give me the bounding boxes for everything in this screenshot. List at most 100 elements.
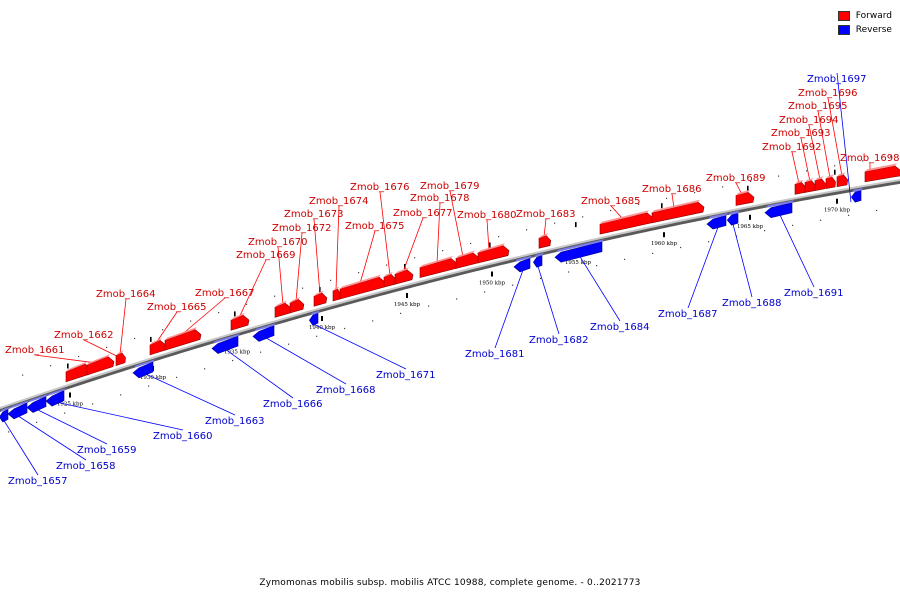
gene-label[interactable]: Zmob_1666 — [263, 399, 323, 410]
gene-arrow[interactable] — [149, 337, 167, 356]
gene-body — [230, 314, 250, 331]
gene-arrow[interactable] — [538, 233, 552, 249]
gene-body — [419, 258, 458, 278]
gene-label[interactable]: Zmob_1689 — [706, 173, 766, 184]
gene-arrow[interactable] — [764, 200, 794, 219]
gene-label[interactable]: Zmob_1671 — [376, 370, 436, 381]
gene-label[interactable]: Zmob_1695 — [788, 101, 848, 112]
gene-arrow[interactable] — [45, 388, 66, 407]
gene-arrow[interactable] — [825, 174, 836, 189]
gene-label[interactable]: Zmob_1659 — [77, 445, 137, 456]
gene-label[interactable]: Zmob_1674 — [309, 196, 369, 207]
gene-arrow[interactable] — [554, 239, 604, 263]
minor-tick — [582, 216, 584, 218]
gene-label[interactable]: Zmob_1673 — [284, 209, 344, 220]
gene-label[interactable]: Zmob_1694 — [779, 115, 839, 126]
gene-label[interactable]: Zmob_1693 — [771, 128, 831, 139]
gene-arrow[interactable] — [313, 290, 328, 307]
gene-arrow[interactable] — [419, 255, 458, 278]
gene-arrow[interactable] — [533, 252, 544, 268]
gene-highlight — [456, 250, 475, 259]
gene-label[interactable]: Zmob_1684 — [590, 322, 650, 333]
gene-arrow[interactable] — [706, 213, 728, 230]
gene-arrow[interactable] — [383, 271, 397, 288]
gene-body — [836, 174, 849, 188]
gene-label[interactable]: Zmob_1676 — [350, 182, 410, 193]
gene-label[interactable]: Zmob_1660 — [153, 431, 213, 442]
gene-label[interactable]: Zmob_1657 — [8, 476, 68, 487]
forward-swatch — [837, 11, 850, 21]
gene-arrow[interactable] — [230, 312, 250, 331]
leader-line — [836, 72, 852, 203]
gene-arrow[interactable] — [513, 255, 532, 273]
major-tick — [67, 363, 69, 369]
gene-label[interactable]: Zmob_1697 — [807, 74, 867, 85]
minor-tick — [316, 335, 318, 337]
gene-arrow[interactable] — [794, 179, 807, 195]
gene-arrow[interactable] — [339, 274, 386, 300]
gene-label[interactable]: Zmob_1670 — [248, 237, 308, 248]
legend-forward: Forward — [837, 9, 892, 23]
gene-arrow[interactable] — [599, 210, 654, 235]
gene-label[interactable]: Zmob_1672 — [272, 223, 332, 234]
gene-arrow[interactable] — [394, 267, 414, 285]
gene-arrow[interactable] — [804, 178, 817, 193]
gene-label[interactable]: Zmob_1677 — [393, 208, 453, 219]
gene-arrow[interactable] — [86, 354, 115, 376]
gene-arrow[interactable] — [211, 333, 240, 354]
gene-label[interactable]: Zmob_1662 — [54, 330, 114, 341]
gene-label[interactable]: Zmob_1669 — [236, 250, 296, 261]
gene-label[interactable]: Zmob_1664 — [96, 289, 156, 300]
gene-arrow[interactable] — [726, 210, 740, 226]
gene-label[interactable]: Zmob_1675 — [345, 221, 405, 232]
gene-label[interactable]: Zmob_1687 — [658, 309, 718, 320]
gene-label[interactable]: Zmob_1682 — [529, 335, 589, 346]
leader-line — [732, 224, 753, 298]
gene-arrow[interactable] — [289, 296, 305, 314]
gene-label[interactable]: Zmob_1688 — [722, 298, 782, 309]
gene-label[interactable]: Zmob_1668 — [316, 385, 376, 396]
minor-tick — [806, 170, 808, 172]
gene-arrow[interactable] — [651, 199, 705, 224]
gene-arrow[interactable] — [115, 350, 126, 367]
gene-arrow[interactable] — [455, 250, 480, 269]
gene-arrow[interactable] — [274, 300, 292, 318]
gene-arrow[interactable] — [332, 286, 341, 302]
minor-tick — [176, 376, 178, 378]
gene-label[interactable]: Zmob_1691 — [784, 288, 844, 299]
gene-label[interactable]: Zmob_1680 — [457, 210, 517, 221]
gene-arrow[interactable] — [477, 243, 510, 264]
gene-label[interactable]: Zmob_1685 — [581, 196, 641, 207]
tick-label: 1965 kbp — [737, 224, 764, 230]
gene-label[interactable]: Zmob_1661 — [5, 345, 65, 356]
gene-arrow[interactable] — [252, 323, 276, 342]
gene-arrow[interactable] — [309, 310, 320, 326]
gene-label[interactable]: Zmob_1678 — [410, 193, 470, 204]
gene-label[interactable]: Zmob_1679 — [420, 181, 480, 192]
gene-label[interactable]: Zmob_1696 — [798, 88, 858, 99]
gene-arrow[interactable] — [864, 163, 900, 183]
minor-tick — [638, 203, 640, 205]
gene-arrow[interactable] — [7, 400, 29, 420]
gene-arrow[interactable] — [26, 394, 48, 413]
gene-label[interactable]: Zmob_1686 — [642, 184, 702, 195]
gene-label[interactable]: Zmob_1692 — [762, 142, 822, 153]
gene-arrow[interactable] — [735, 189, 755, 206]
gene-arrow[interactable] — [132, 359, 155, 379]
gene-label[interactable]: Zmob_1667 — [195, 288, 255, 299]
gene-arrow[interactable] — [0, 406, 10, 423]
gene-arrow[interactable] — [851, 188, 863, 203]
gene-label[interactable]: Zmob_1658 — [56, 461, 116, 472]
minor-tick — [624, 258, 626, 260]
gene-body — [45, 390, 65, 407]
gene-label[interactable]: Zmob_1663 — [205, 416, 265, 427]
gene-label[interactable]: Zmob_1681 — [465, 349, 525, 360]
gene-label[interactable]: Zmob_1665 — [147, 302, 207, 313]
gene-label[interactable]: Zmob_1683 — [516, 209, 576, 220]
gene-arrow[interactable] — [814, 176, 827, 191]
minor-tick — [148, 385, 150, 387]
gene-label[interactable]: Zmob_1698 — [840, 153, 900, 164]
gene-arrow[interactable] — [164, 327, 202, 351]
gene-arrow[interactable] — [836, 172, 849, 188]
